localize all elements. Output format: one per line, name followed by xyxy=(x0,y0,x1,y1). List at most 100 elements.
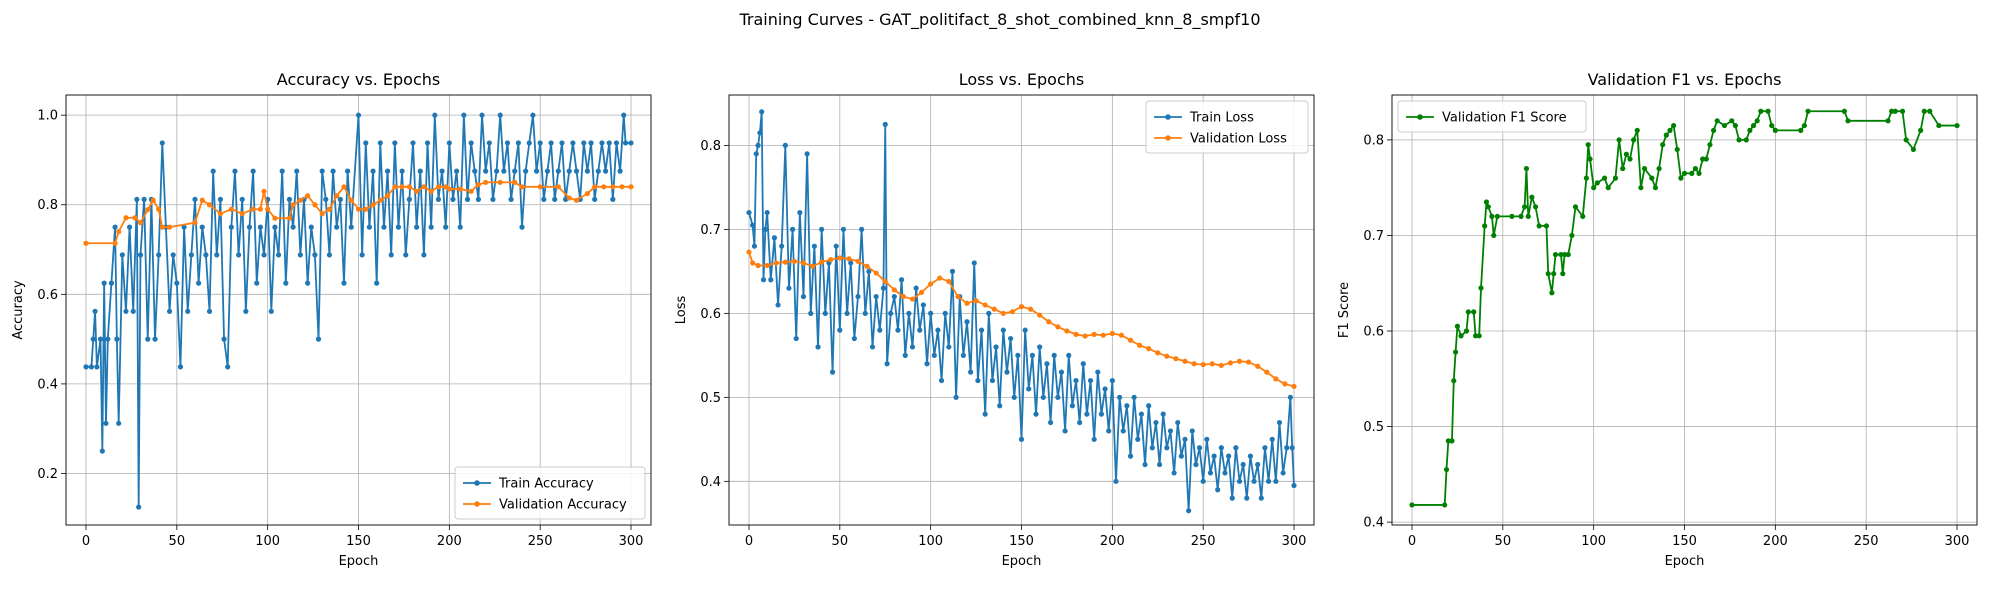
validation-accuracy-point xyxy=(392,184,398,190)
validation-loss-point xyxy=(1091,331,1097,337)
train-accuracy-point xyxy=(268,308,274,314)
validation-f1-score-point xyxy=(1750,122,1757,129)
train-loss-point xyxy=(746,209,752,216)
loss-vs-epochs-xtick-label: 200 xyxy=(1100,534,1125,549)
train-accuracy-point xyxy=(315,336,322,342)
train-loss-point xyxy=(1149,445,1155,451)
validation-accuracy-point xyxy=(239,211,245,217)
validation-f1-vs-epochs-ytick-label: 0.7 xyxy=(1363,229,1384,244)
train-accuracy-point xyxy=(355,112,362,118)
train-accuracy-point xyxy=(468,140,474,146)
validation-f1-score-point xyxy=(1565,251,1571,258)
train-accuracy-point xyxy=(421,252,427,258)
train-loss-point xyxy=(1033,411,1039,417)
loss-vs-epochs-xtick-label: 100 xyxy=(918,534,943,549)
validation-f1-score-point xyxy=(1892,108,1898,114)
validation-loss-point xyxy=(937,275,943,281)
validation-loss-point xyxy=(1200,361,1206,368)
train-loss-point xyxy=(1211,453,1217,459)
validation-loss-point xyxy=(1173,356,1179,362)
validation-f1-score-point xyxy=(1758,108,1764,114)
validation-accuracy-point xyxy=(446,186,452,192)
validation-accuracy-point xyxy=(290,202,296,208)
validation-loss-point xyxy=(873,270,879,276)
validation-f1-score-point xyxy=(1903,137,1909,143)
train-accuracy-point xyxy=(581,140,587,146)
train-accuracy-point xyxy=(555,168,561,174)
train-accuracy-point xyxy=(243,308,249,314)
validation-f1-score-point xyxy=(1660,142,1666,148)
train-loss-point xyxy=(978,327,985,333)
train-loss-point xyxy=(815,344,821,350)
validation-f1-score-point xyxy=(1732,122,1738,129)
train-loss-point xyxy=(1058,369,1065,375)
validation-f1-score-point xyxy=(1747,127,1753,133)
validation-loss-point xyxy=(782,259,788,265)
train-loss-point xyxy=(1037,344,1043,350)
train-accuracy-point xyxy=(439,168,445,174)
accuracy-vs-epochs-xtick-label: 200 xyxy=(437,534,462,549)
validation-loss-point xyxy=(882,278,888,285)
train-accuracy-point xyxy=(450,196,456,202)
validation-f1-score-point xyxy=(1518,213,1524,219)
validation-loss-point xyxy=(1027,306,1034,312)
train-accuracy-point xyxy=(435,196,442,202)
train-accuracy-point xyxy=(588,140,594,146)
train-accuracy-point xyxy=(461,112,467,118)
validation-loss-point xyxy=(1236,358,1243,364)
train-loss-point xyxy=(775,302,781,308)
train-loss-point xyxy=(1131,394,1137,400)
train-accuracy-point xyxy=(105,336,111,342)
train-loss-point xyxy=(942,310,948,316)
loss-vs-epochs-xlabel: Epoch xyxy=(1002,554,1042,569)
validation-accuracy-point xyxy=(137,220,144,226)
train-accuracy-point xyxy=(217,196,224,202)
validation-loss-point xyxy=(900,293,907,300)
train-loss-point xyxy=(804,151,810,157)
validation-f1-vs-epochs-xtick-label: 100 xyxy=(1581,534,1606,549)
train-accuracy-point xyxy=(377,140,383,146)
train-loss-point xyxy=(1236,478,1243,484)
train-loss-point xyxy=(1018,436,1025,442)
train-loss-point xyxy=(1011,394,1017,400)
validation-f1-score-point xyxy=(1634,127,1640,133)
train-loss-point xyxy=(1062,428,1068,434)
train-accuracy-point xyxy=(123,308,129,314)
train-accuracy-point xyxy=(443,224,449,230)
train-loss-point xyxy=(837,327,843,333)
validation-loss-point xyxy=(1282,381,1288,387)
train-accuracy-point xyxy=(552,196,558,202)
validation-f1-score-point xyxy=(1476,333,1482,339)
validation-loss-point xyxy=(982,302,988,308)
validation-f1-score-point xyxy=(1649,175,1655,181)
validation-f1-score-point xyxy=(1689,170,1695,176)
validation-loss-point xyxy=(773,260,779,266)
validation-loss-point xyxy=(1146,346,1152,352)
validation-f1-score-point xyxy=(1591,185,1597,191)
train-accuracy-point xyxy=(432,112,438,118)
train-loss-point xyxy=(1222,470,1228,476)
validation-loss-point xyxy=(991,306,997,312)
accuracy-vs-epochs-legend: Train Accuracy Validation Accuracy xyxy=(454,466,646,520)
validation-loss-point xyxy=(1064,328,1070,334)
accuracy-vs-epochs-ytick-label: 0.2 xyxy=(37,467,58,482)
train-loss-point xyxy=(946,344,952,350)
validation-f1-score-point xyxy=(1703,156,1709,162)
train-loss-point xyxy=(924,361,930,367)
validation-accuracy-point xyxy=(610,184,616,190)
train-accuracy-point xyxy=(116,420,122,426)
validation-loss-point xyxy=(1273,376,1279,382)
validation-f1-score-point xyxy=(1585,142,1591,148)
validation-accuracy-point xyxy=(123,215,129,221)
train-accuracy-point xyxy=(337,196,343,202)
validation-accuracy-point xyxy=(435,184,442,190)
train-loss-point xyxy=(1189,428,1195,434)
validation-accuracy-point xyxy=(468,188,474,194)
validation-f1-score-point xyxy=(1478,285,1484,291)
loss-vs-epochs-ytick-label: 0.5 xyxy=(700,391,721,406)
train-loss-point xyxy=(1135,436,1141,442)
validation-f1-vs-epochs-legend: Validation F1 Score xyxy=(1397,100,1587,133)
train-accuracy-point xyxy=(592,196,598,202)
train-loss-point xyxy=(1171,470,1177,476)
train-loss-point xyxy=(1240,461,1246,468)
